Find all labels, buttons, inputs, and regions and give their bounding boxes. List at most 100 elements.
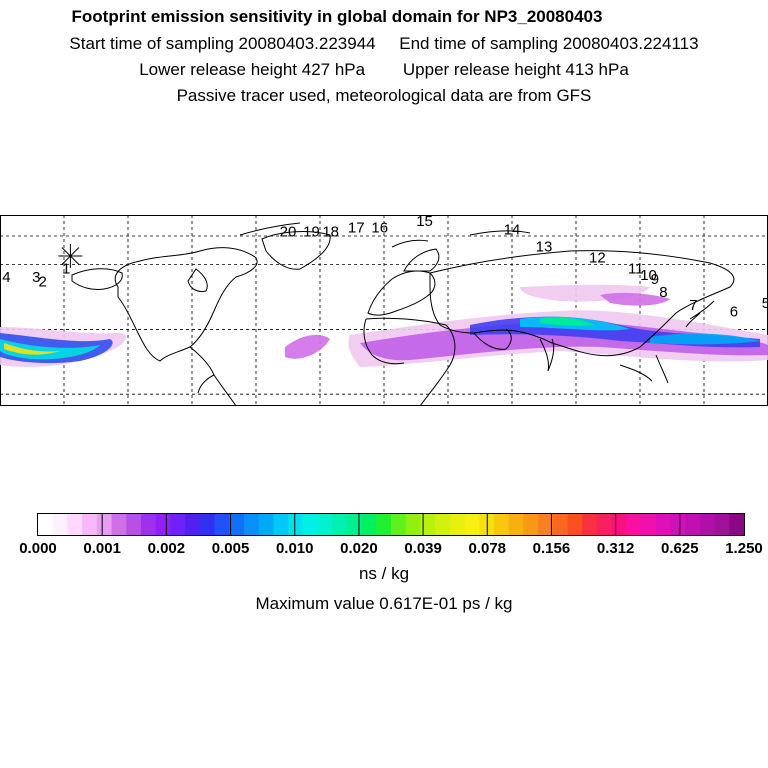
colorbar-tick-label: 0.002 xyxy=(148,540,186,557)
trajectory-label: 3 xyxy=(32,269,40,286)
trajectory-label: 4 xyxy=(2,269,10,286)
colorbar-cell xyxy=(670,514,686,536)
colorbar-frame xyxy=(37,513,745,536)
colorbar-tick-label: 0.625 xyxy=(661,540,699,557)
trajectory-label: 17 xyxy=(348,219,365,236)
colorbar-cell xyxy=(567,514,583,536)
colorbar-cell xyxy=(508,514,524,536)
colorbar-tick-label: 0.312 xyxy=(597,540,635,557)
colorbar-separators xyxy=(101,514,681,536)
coastline-path xyxy=(403,248,440,272)
coastline-path xyxy=(114,247,258,362)
colorbar-cell xyxy=(229,514,245,536)
colorbar-units: ns / kg xyxy=(358,564,410,583)
coastline-path xyxy=(261,231,331,270)
trajectory-label: 20 xyxy=(280,224,297,241)
colorbar-cell xyxy=(67,514,83,536)
end-time: End time of sampling 20080403.224113 xyxy=(399,34,699,53)
colorbar-tick-label: 0.020 xyxy=(340,540,378,557)
trajectory-label: 1 xyxy=(62,260,70,277)
colorbar-tick-label: 0.078 xyxy=(468,540,506,557)
trajectory-label: 7 xyxy=(689,297,697,314)
plume-region xyxy=(4,343,60,355)
colorbar-cell xyxy=(714,514,730,536)
colorbar-cell xyxy=(185,514,201,536)
trajectory-label: 19 xyxy=(303,224,320,241)
sampling-times: Start time of sampling 20080403.223944 E… xyxy=(0,33,768,55)
trajectory-label: 9 xyxy=(651,271,659,288)
colorbar-tick-label: 0.156 xyxy=(533,540,571,557)
colorbar-cell xyxy=(38,514,54,536)
colorbar-cell xyxy=(140,514,157,536)
chart-title: Footprint emission sensitivity in global… xyxy=(71,7,603,26)
colorbar-cell xyxy=(523,514,539,536)
plume-region xyxy=(0,339,100,360)
colorbar-cell xyxy=(273,514,289,536)
colorbar-cell xyxy=(288,514,304,536)
colorbar-tick-label: 0.039 xyxy=(404,540,442,557)
trajectory-label: 18 xyxy=(322,224,339,241)
release-marker xyxy=(58,244,83,269)
colorbar-cell xyxy=(685,514,701,536)
colorbar-cell xyxy=(111,514,127,536)
tracer-note: Passive tracer used, meteorological data… xyxy=(176,86,592,105)
colorbar-cell xyxy=(96,514,113,536)
start-time: Start time of sampling 20080403.223944 xyxy=(69,34,376,53)
coastline-path xyxy=(619,354,669,384)
trajectory-label: 5 xyxy=(762,295,768,312)
colorbar-tick-label: 0.005 xyxy=(212,540,250,557)
colorbar-cell xyxy=(391,514,407,536)
sensitivity-plumes xyxy=(0,284,768,367)
colorbar-tick-label: 0.000 xyxy=(19,540,57,557)
colorbar-cell xyxy=(317,514,333,536)
trajectory-label: 6 xyxy=(730,303,738,320)
coastline-path xyxy=(189,346,237,407)
maximum-value: Maximum value 0.617E-01 ps / kg xyxy=(255,594,513,613)
colorbar-cell xyxy=(199,514,215,536)
plume-region xyxy=(600,292,670,306)
upper-release-height: Upper release height 413 hPa xyxy=(402,60,629,79)
colorbar-cell xyxy=(258,514,274,536)
colorbar-tick-labels: 0.000 0.001 0.002 0.005 0.010 0.020 0.039 0.078… xyxy=(19,540,763,557)
colorbar-cells xyxy=(38,514,745,536)
colorbar-cell xyxy=(52,514,68,536)
colorbar-cell xyxy=(126,514,142,536)
colorbar-tick-label: 1.250 xyxy=(725,540,763,557)
colorbar-cell xyxy=(332,514,348,536)
coastline-path xyxy=(473,328,555,372)
colorbar-cell xyxy=(449,514,466,536)
coastline-path xyxy=(239,222,531,248)
colorbar-cell xyxy=(464,514,480,536)
trajectory-label: 13 xyxy=(536,239,553,256)
colorbar-cell xyxy=(729,514,745,536)
plume-region xyxy=(540,317,595,326)
coastline-path xyxy=(71,268,123,290)
colorbar-cell xyxy=(376,514,392,536)
release-marker-stroke xyxy=(61,247,80,265)
colorbar-cell xyxy=(611,514,627,536)
trajectory-label: 16 xyxy=(371,219,388,236)
colorbar-cell xyxy=(155,514,171,536)
lower-release-height: Lower release height 427 hPa xyxy=(139,60,366,79)
colorbar-cell xyxy=(493,514,510,536)
plume-region xyxy=(360,321,768,361)
colorbar: 0.000 0.001 0.002 0.005 0.010 0.020 0.039 0.078… xyxy=(19,513,763,557)
trajectory-label: 2 xyxy=(38,273,46,290)
colorbar-cell xyxy=(420,514,436,536)
coastline-path xyxy=(367,270,436,316)
colorbar-cell xyxy=(405,514,421,536)
colorbar-cell xyxy=(361,514,377,536)
colorbar-cell xyxy=(538,514,554,536)
colorbar-cell xyxy=(435,514,451,536)
coastlines xyxy=(71,222,735,407)
colorbar-tick-label: 0.001 xyxy=(83,540,121,557)
colorbar-tick-label: 0.010 xyxy=(276,540,314,557)
coastline-path xyxy=(363,317,456,407)
trajectory-label: 8 xyxy=(659,284,667,301)
colorbar-cell xyxy=(243,514,260,536)
trajectory-label: 15 xyxy=(416,215,433,230)
trajectory-label: 12 xyxy=(589,250,606,267)
coastline-path xyxy=(685,300,715,328)
